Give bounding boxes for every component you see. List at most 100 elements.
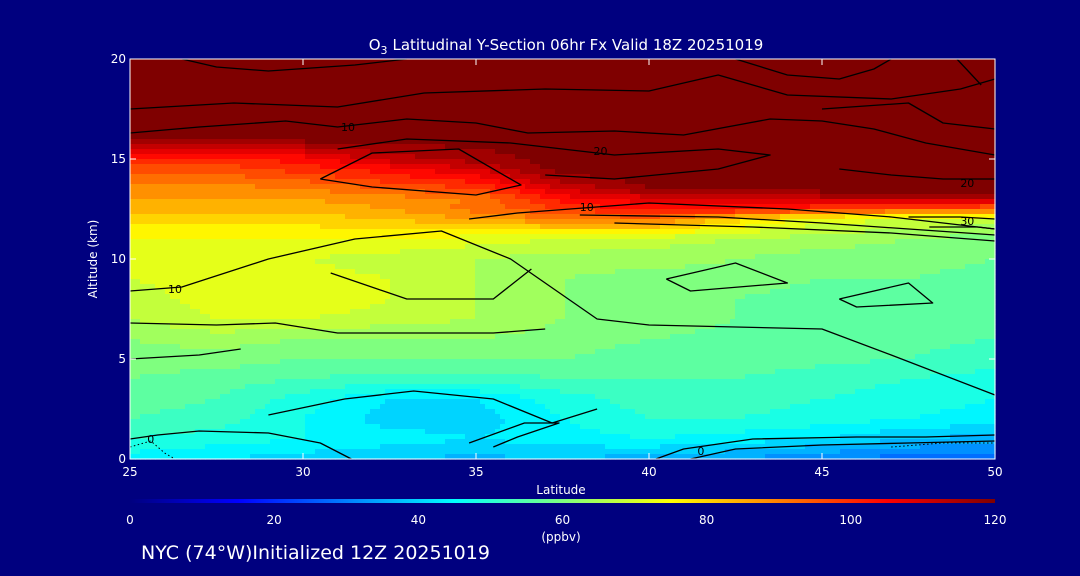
field-cell xyxy=(985,99,991,105)
field-cell xyxy=(455,59,461,65)
field-cell xyxy=(770,189,776,195)
field-cell xyxy=(885,149,891,155)
field-cell xyxy=(850,194,856,200)
field-cell xyxy=(760,74,766,80)
field-cell xyxy=(245,59,251,65)
field-cell xyxy=(550,64,556,70)
field-cell xyxy=(800,169,806,175)
field-cell xyxy=(805,144,811,150)
field-cell xyxy=(520,119,526,125)
field-cell xyxy=(510,164,516,170)
field-cell xyxy=(555,79,561,85)
field-cell xyxy=(965,79,971,85)
field-cell xyxy=(620,169,626,175)
field-cell xyxy=(180,109,186,115)
field-cell xyxy=(605,179,611,185)
field-cell xyxy=(410,174,416,180)
field-cell xyxy=(980,159,986,165)
field-cell xyxy=(845,129,851,135)
field-cell xyxy=(480,119,486,125)
field-cell xyxy=(750,124,756,130)
field-cell xyxy=(590,104,596,110)
field-cell xyxy=(315,94,321,100)
field-cell xyxy=(720,94,726,100)
field-cell xyxy=(285,149,291,155)
field-cell xyxy=(315,179,321,185)
field-cell xyxy=(905,64,911,70)
field-cell xyxy=(230,189,236,195)
field-cell xyxy=(980,89,986,95)
field-cell xyxy=(515,114,521,120)
field-cell xyxy=(590,79,596,85)
field-cell xyxy=(355,144,361,150)
field-cell xyxy=(560,194,566,200)
field-cell xyxy=(250,124,256,130)
field-cell xyxy=(990,119,996,125)
field-cell xyxy=(605,79,611,85)
field-cell xyxy=(380,74,386,80)
field-cell xyxy=(460,154,466,160)
field-cell xyxy=(440,94,446,100)
field-cell xyxy=(700,99,706,105)
field-cell xyxy=(820,124,826,130)
field-cell xyxy=(585,164,591,170)
field-cell xyxy=(580,184,586,190)
field-cell xyxy=(410,69,416,75)
field-cell xyxy=(565,99,571,105)
field-cell xyxy=(550,59,556,65)
field-cell xyxy=(575,139,581,145)
field-cell xyxy=(620,189,626,195)
field-cell xyxy=(565,184,571,190)
field-cell xyxy=(380,184,386,190)
field-cell xyxy=(620,134,626,140)
field-cell xyxy=(575,164,581,170)
field-cell xyxy=(390,69,396,75)
field-cell xyxy=(540,174,546,180)
field-cell xyxy=(365,139,371,145)
field-cell xyxy=(985,59,991,65)
field-cell xyxy=(785,124,791,130)
field-cell xyxy=(140,159,146,165)
field-cell xyxy=(780,179,786,185)
field-cell xyxy=(555,119,561,125)
field-cell xyxy=(180,164,186,170)
field-cell xyxy=(445,99,451,105)
field-cell xyxy=(885,124,891,130)
field-cell xyxy=(310,154,316,160)
field-cell xyxy=(345,69,351,75)
field-cell xyxy=(500,199,506,205)
field-cell xyxy=(500,169,506,175)
field-cell xyxy=(945,69,951,75)
field-cell xyxy=(365,144,371,150)
field-cell xyxy=(685,149,691,155)
field-cell xyxy=(450,194,456,200)
field-cell xyxy=(340,159,346,165)
field-cell xyxy=(950,174,956,180)
field-cell xyxy=(915,84,921,90)
field-cell xyxy=(580,164,586,170)
field-cell xyxy=(775,159,781,165)
field-cell xyxy=(350,94,356,100)
field-cell xyxy=(505,139,511,145)
field-cell xyxy=(175,119,181,125)
field-cell xyxy=(170,169,176,175)
field-cell xyxy=(195,59,201,65)
field-cell xyxy=(510,139,516,145)
field-cell xyxy=(770,79,776,85)
field-cell xyxy=(715,59,721,65)
field-cell xyxy=(330,129,336,135)
field-cell xyxy=(375,134,381,140)
field-cell xyxy=(580,64,586,70)
field-cell xyxy=(655,59,661,65)
field-cell xyxy=(225,79,231,85)
field-cell xyxy=(255,84,261,90)
field-cell xyxy=(270,164,276,170)
field-cell xyxy=(645,109,651,115)
field-cell xyxy=(975,139,981,145)
field-cell xyxy=(410,144,416,150)
field-cell xyxy=(910,189,916,195)
field-cell xyxy=(735,69,741,75)
field-cell xyxy=(350,69,356,75)
field-cell xyxy=(685,109,691,115)
field-cell xyxy=(225,74,231,80)
